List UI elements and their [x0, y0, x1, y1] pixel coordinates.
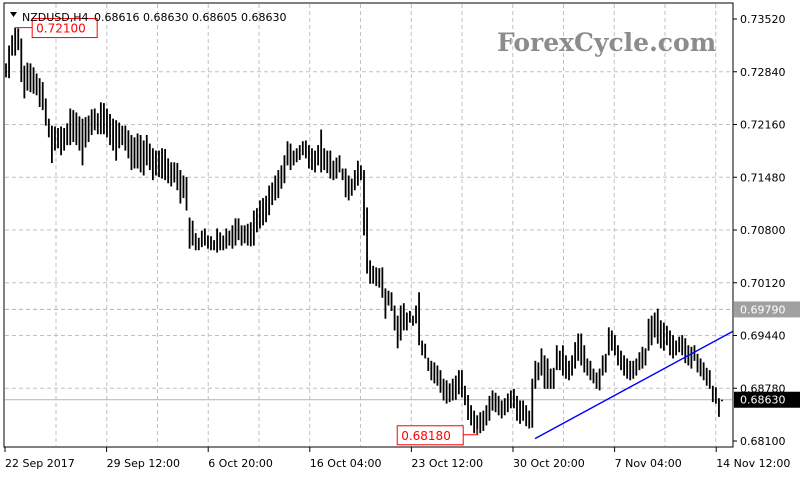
horizontal-levels [5, 308, 732, 401]
x-tick-label: 14 Nov 12:00 [716, 457, 790, 470]
y-tick-label: 0.70800 [740, 224, 786, 237]
current-price-box [734, 391, 800, 408]
chart-header: NZDUSD,H4 0.68616 0.68630 0.68605 0.6863… [10, 11, 286, 24]
x-tick-label: 6 Oct 20:00 [208, 457, 273, 470]
x-tick-label: 23 Oct 12:00 [411, 457, 483, 470]
grid [5, 4, 732, 446]
high-annotation-label: 0.72100 [36, 22, 86, 36]
high-annotation-box [31, 18, 98, 39]
symbol-timeframe: NZDUSD,H4 [22, 11, 89, 24]
x-tick-label: 16 Oct 04:00 [310, 457, 382, 470]
annotations: 0.72100 0.68180 [15, 18, 478, 446]
low-annotation-connector [463, 428, 478, 436]
resistance-level-label: 0.69790 [740, 303, 786, 316]
current-price-label: 0.68630 [740, 394, 786, 407]
y-tick-label: 0.69440 [740, 330, 786, 343]
y-tick-label: 0.73520 [740, 13, 786, 26]
y-axis: 0.73520 0.72840 0.72160 0.71480 0.70800 0.701… [733, 13, 800, 448]
triangle-down-icon[interactable] [10, 12, 17, 17]
x-axis: 22 Sep 2017 29 Sep 12:00 6 Oct 20:00 16 Oct… [4, 447, 790, 470]
price-bars [5, 27, 723, 435]
low-annotation-label: 0.68180 [401, 429, 451, 443]
x-tick-label: 29 Sep 12:00 [107, 457, 180, 470]
low-annotation-box [396, 425, 464, 446]
trendline-layer[interactable] [534, 330, 734, 440]
y-tick-label: 0.72160 [740, 119, 786, 132]
x-tick-label: 30 Oct 20:00 [513, 457, 585, 470]
plot-frame [3, 2, 734, 448]
trendline[interactable] [534, 330, 734, 440]
x-tick-label: 22 Sep 2017 [5, 457, 75, 470]
y-tick-label: 0.71480 [740, 171, 786, 184]
x-tick-label: 7 Nov 04:00 [615, 457, 682, 470]
y-tick-label: 0.70120 [740, 277, 786, 290]
y-tick-label: 0.68100 [740, 435, 786, 448]
watermark-logo: ForexCycle.com [497, 28, 716, 57]
resistance-level-box [734, 301, 800, 318]
ohlc-values: 0.68616 0.68630 0.68605 0.68630 [94, 11, 286, 24]
y-tick-label: 0.72840 [740, 66, 786, 79]
